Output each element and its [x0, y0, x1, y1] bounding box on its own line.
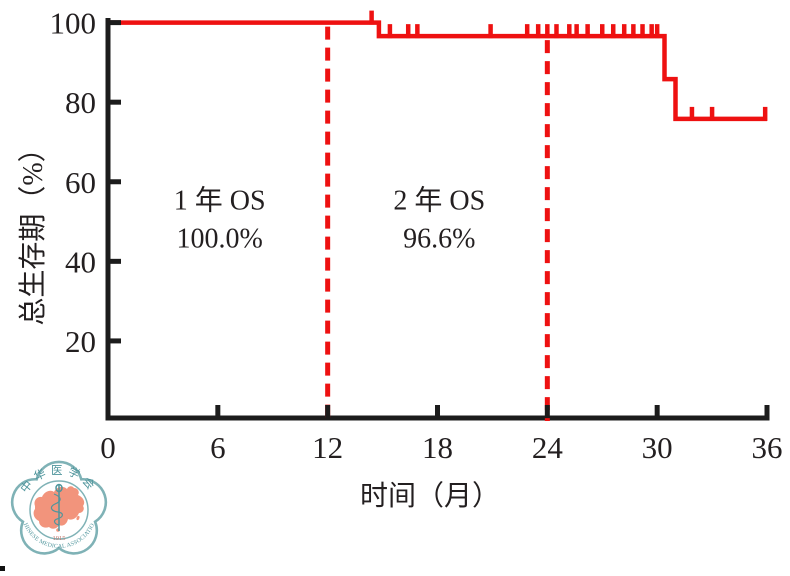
survival-curve [108, 20, 767, 122]
x-axis-title: 时间（月） [360, 480, 500, 512]
x-tick-label: 30 [642, 430, 673, 465]
y-axis-title: 总生存期（%） [17, 134, 49, 325]
y-tick-label: 40 [65, 244, 96, 279]
y-tick-label: 80 [65, 85, 96, 120]
staff-snake-icon [50, 483, 63, 531]
annotation-os-2-year-line-1: 96.6% [403, 223, 475, 254]
taiwan-island-shape [76, 515, 80, 521]
x-tick-label: 6 [210, 430, 226, 465]
cma-logo: 中华医学会 CHINESE MEDICAL ASSOCIATION 1915 [6, 460, 108, 555]
x-tick-label: 12 [312, 430, 343, 465]
annotation-os-1-year-line-0: 1 年 OS [174, 184, 266, 216]
x-tick-label: 36 [752, 430, 783, 465]
corner-artifact [0, 566, 5, 571]
logo-year-text: 1915 [53, 535, 66, 542]
x-tick-label: 0 [100, 430, 116, 465]
y-tick-label: 60 [65, 165, 96, 200]
y-tick-label: 20 [65, 324, 96, 359]
annotation-os-2-year-line-0: 2 年 OS [393, 184, 485, 216]
x-tick-label: 24 [532, 430, 564, 465]
x-tick-label: 18 [422, 430, 453, 465]
y-tick-label: 100 [50, 6, 97, 41]
annotation-os-1-year-line-1: 100.0% [176, 223, 262, 254]
logo-inner-circle [29, 480, 89, 540]
